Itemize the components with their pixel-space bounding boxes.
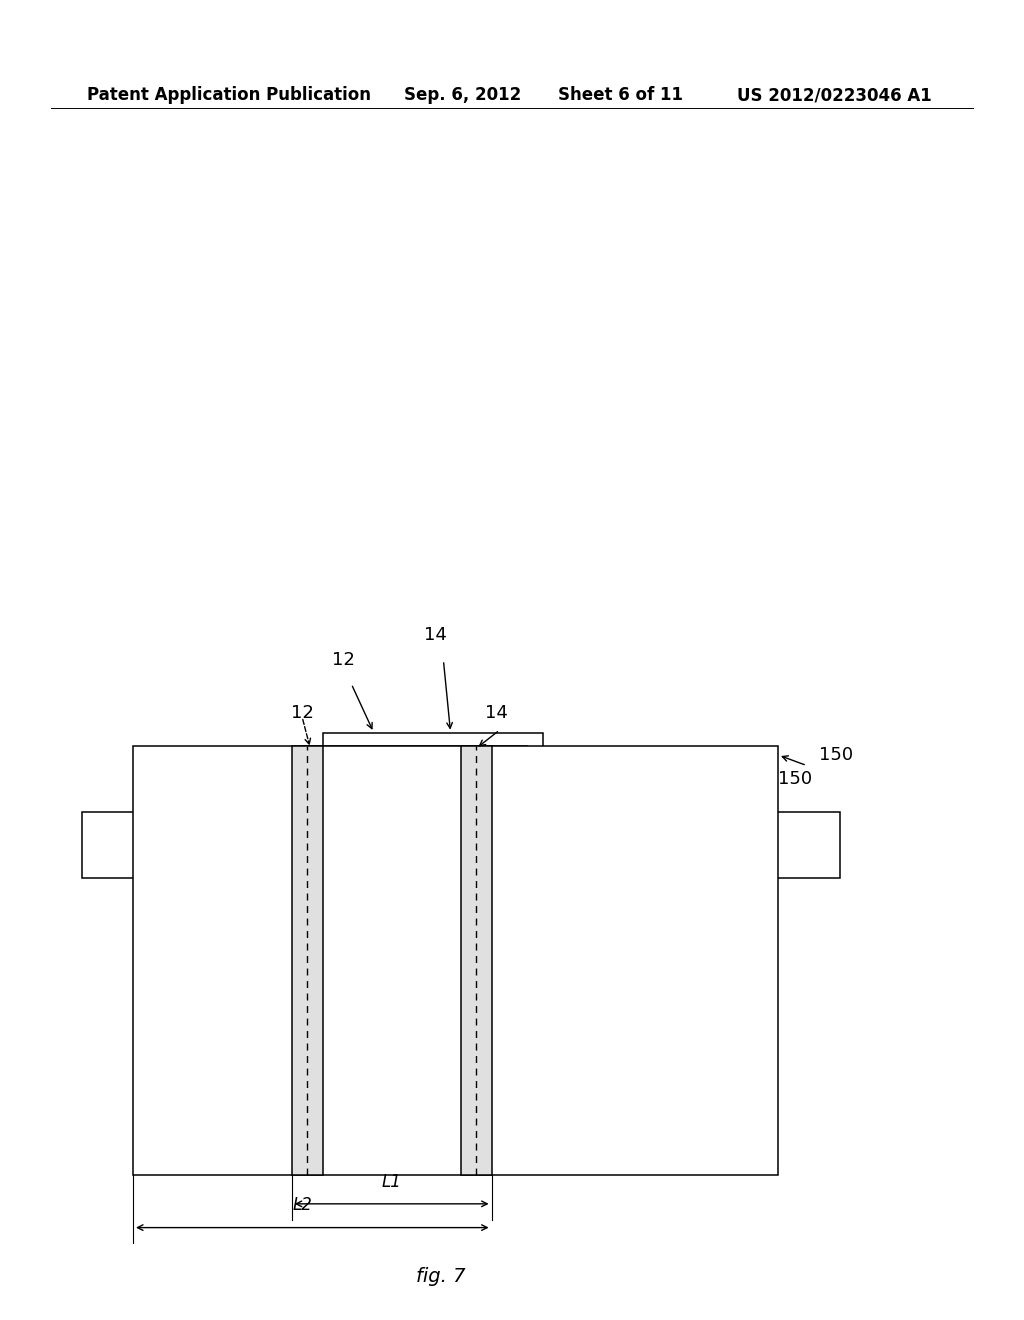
Bar (302, 746, 527, 779)
Text: Sheet 6 of 11: Sheet 6 of 11 (558, 86, 683, 104)
Bar (82, 812, 840, 878)
Text: US 2012/0223046 A1: US 2012/0223046 A1 (737, 86, 932, 104)
Text: 14: 14 (485, 704, 508, 722)
Text: fig. 6: fig. 6 (416, 1023, 465, 1041)
Text: 14: 14 (424, 626, 446, 644)
Text: Sep. 6, 2012: Sep. 6, 2012 (404, 86, 522, 104)
Text: 12: 12 (332, 651, 354, 669)
Bar (133, 746, 778, 1175)
Bar (323, 733, 543, 766)
Text: L1: L1 (382, 1172, 401, 1191)
Text: fig. 7: fig. 7 (416, 1267, 465, 1286)
Bar (461, 746, 492, 1175)
Text: 150: 150 (778, 770, 812, 788)
Text: 32: 32 (391, 964, 414, 982)
Text: 150: 150 (819, 746, 853, 764)
Text: Patent Application Publication: Patent Application Publication (87, 86, 371, 104)
Bar (292, 746, 323, 1175)
Text: L2: L2 (292, 1196, 312, 1214)
Text: 12: 12 (291, 704, 313, 722)
